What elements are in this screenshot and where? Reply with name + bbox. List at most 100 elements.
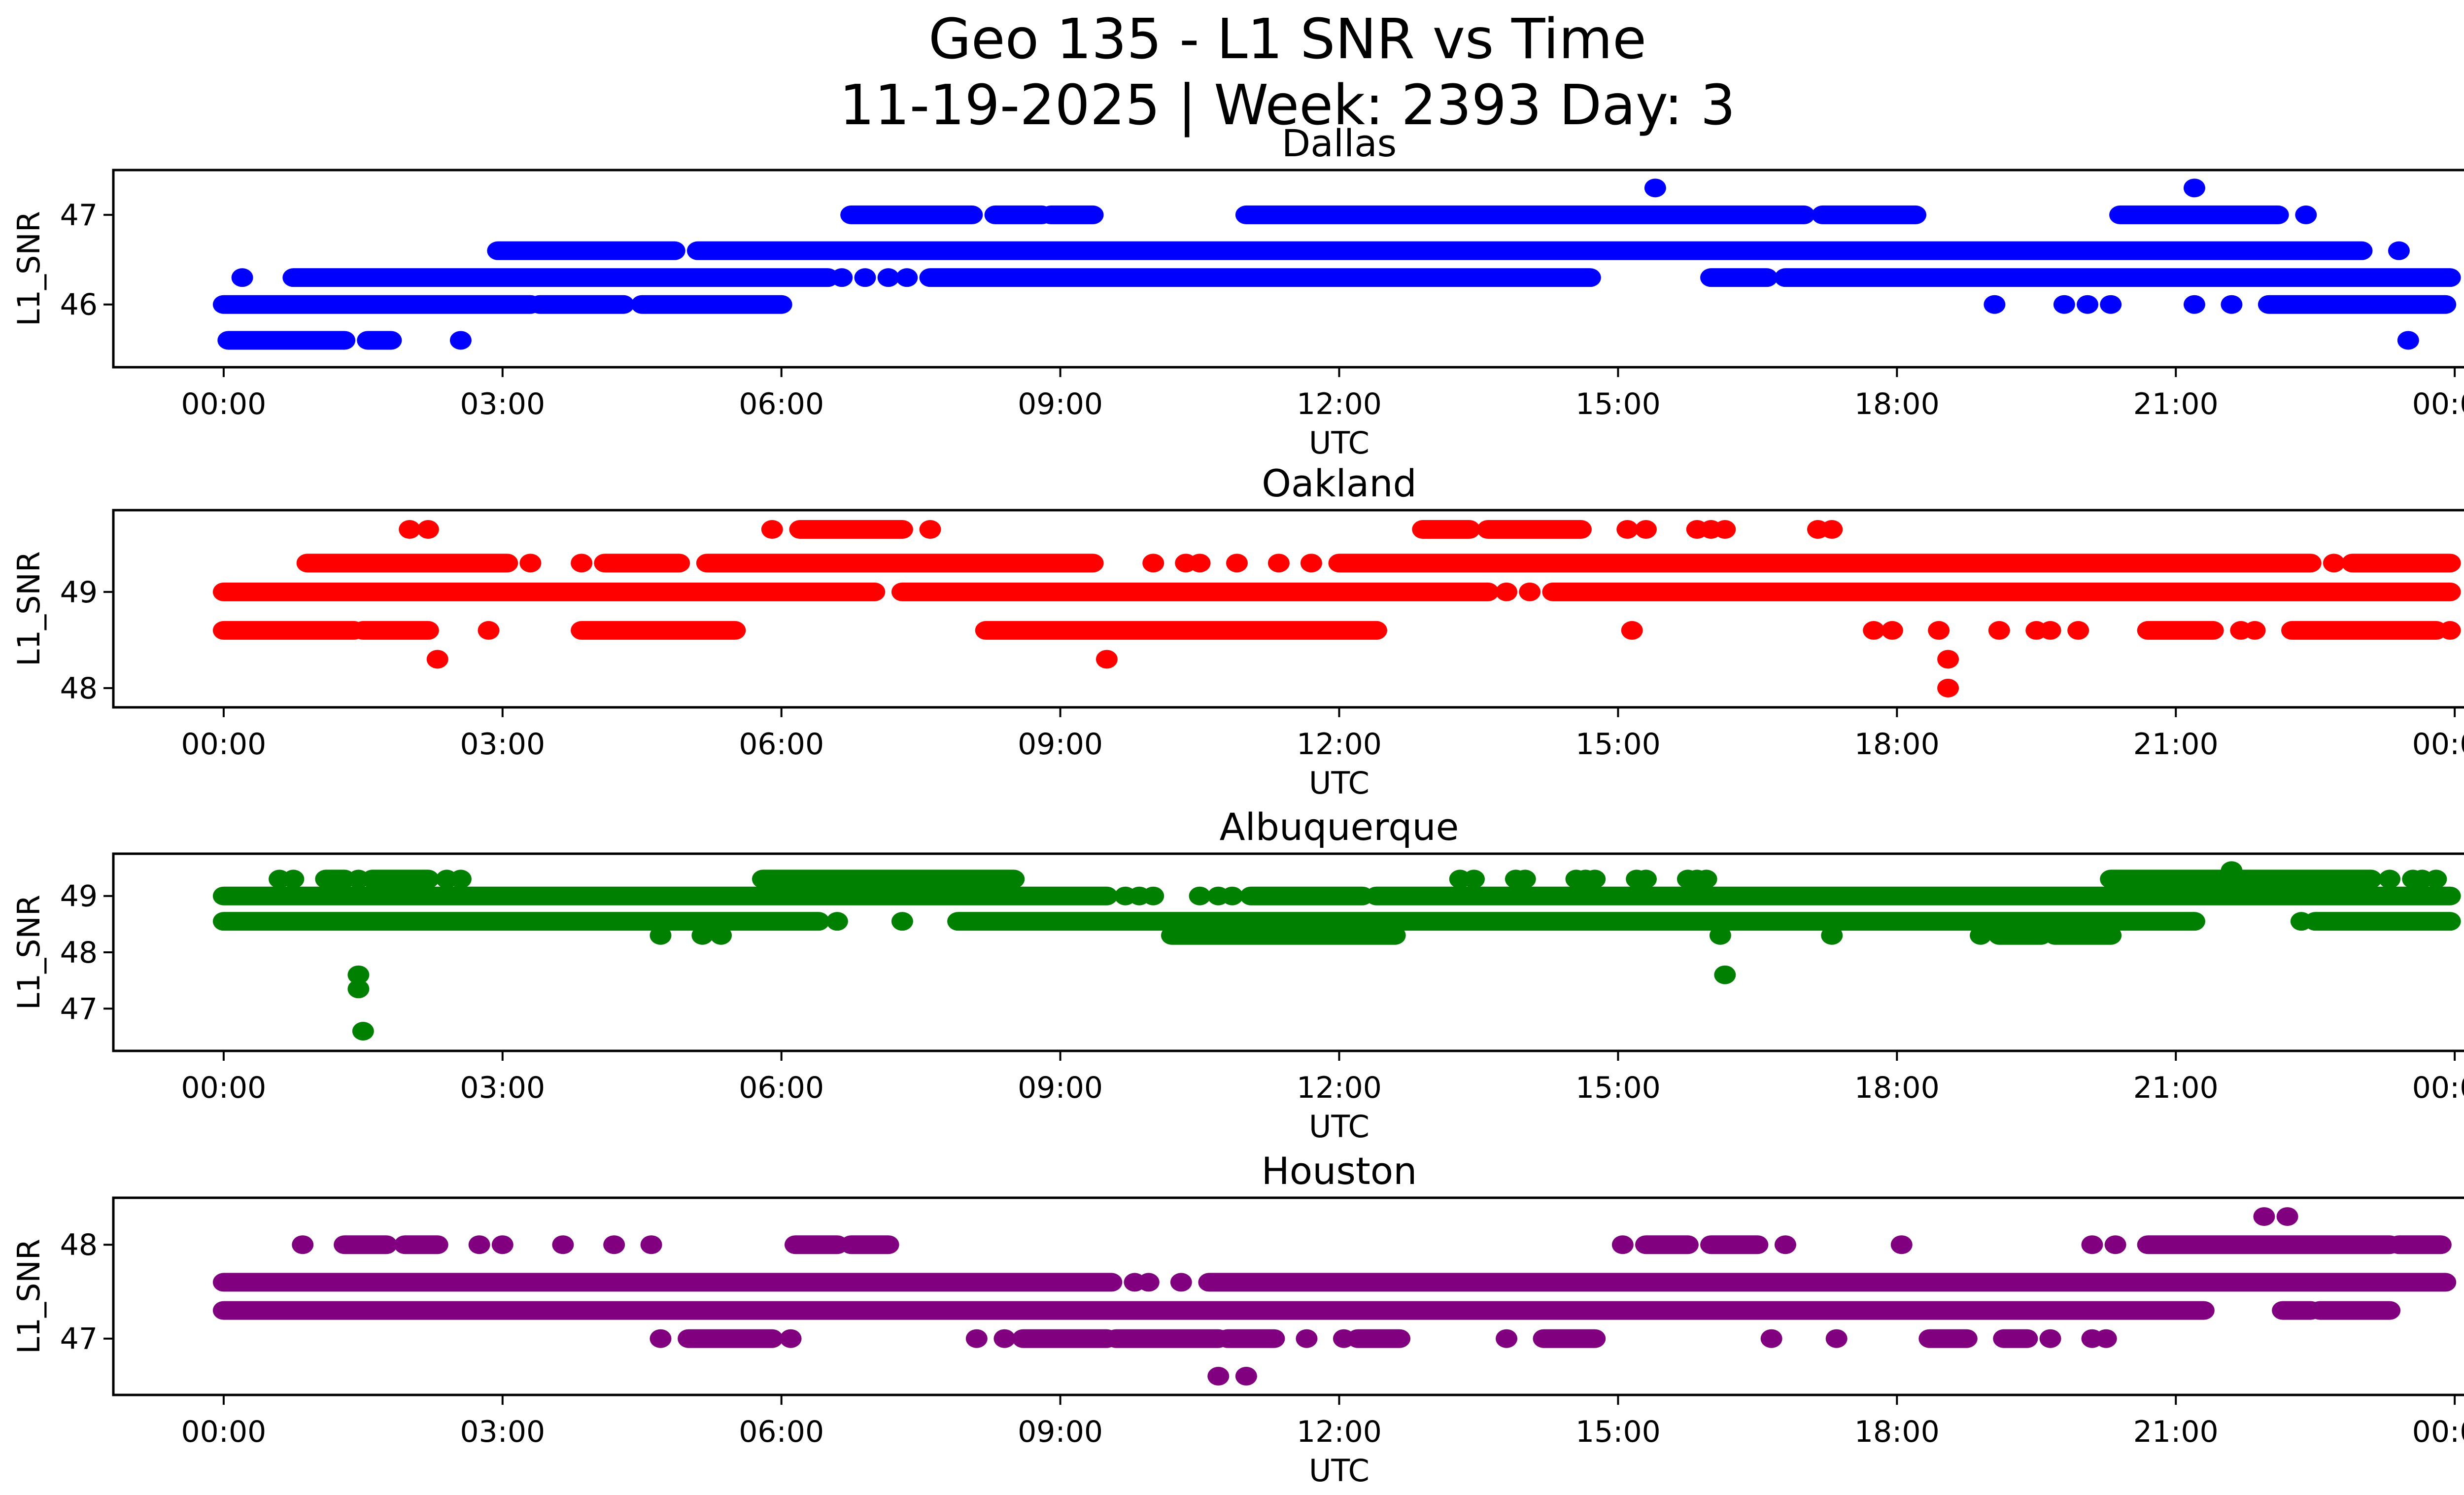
scatter-point (2379, 869, 2401, 889)
x-tick-label: 15:00 (1575, 1415, 1661, 1449)
scatter-point (1300, 554, 1322, 573)
scatter-band (2309, 1301, 2401, 1320)
y-axis-label-houston: L1_SNR (11, 1239, 47, 1354)
scatter-point (399, 520, 421, 539)
scatter-band (361, 869, 439, 889)
scatter-band (212, 886, 1118, 905)
x-tick-label: 21:00 (2133, 1071, 2219, 1105)
x-tick-label: 15:00 (1575, 387, 1661, 421)
scatter-point (1760, 1329, 1782, 1348)
subplot-dallas: Dallas 00:00 03:00 06:00 09:00 12:00 15:00 18:0… (11, 121, 2464, 461)
y-tick-label: 47 (60, 1322, 98, 1356)
x-tick-label: 00:00 (2412, 387, 2464, 421)
y-tick-label: 48 (60, 936, 98, 970)
scatter-point (1496, 1329, 1518, 1348)
scatter-band (1347, 1329, 1411, 1348)
y-tick-label: 49 (60, 575, 98, 610)
x-tick-label: 18:00 (1854, 387, 1940, 421)
scatter-point (2425, 869, 2447, 889)
scatter-band (1412, 520, 1480, 539)
scatter-band (1812, 205, 1927, 224)
scatter-band (1542, 582, 2461, 601)
scatter-point (571, 554, 593, 573)
x-tick-label: 00:00 (181, 1071, 266, 1105)
scatter-band (1240, 886, 1373, 905)
scatter-band (2137, 1235, 2401, 1254)
x-tick-label: 03:00 (460, 387, 545, 421)
scatter-band (296, 554, 518, 573)
scatter-band (1993, 1329, 2038, 1348)
scatter-point (282, 869, 305, 889)
x-tick-label: 06:00 (739, 387, 824, 421)
scatter-point (1709, 926, 1731, 945)
x-tick-label: 21:00 (2133, 1415, 2219, 1449)
scatter-point (831, 268, 853, 287)
scatter-band (696, 554, 1104, 573)
scatter-point (1635, 520, 1657, 539)
scatter-band (217, 331, 356, 350)
x-tick-label: 12:00 (1297, 1415, 1382, 1449)
scatter-band (282, 268, 839, 287)
subplot-albuquerque: Albuquerque 00:00 03:00 06:00 09:00 12:00 15:0… (11, 805, 2464, 1145)
scatter-point (1881, 621, 1903, 640)
scatter-band (1477, 520, 1592, 539)
scatter-point (347, 979, 370, 999)
oakland-axes-frame (112, 509, 2464, 709)
x-tick-label: 00:00 (181, 387, 266, 421)
y-tick-label: 47 (60, 992, 98, 1026)
scatter-band (678, 1329, 783, 1348)
scatter-band (2388, 1235, 2452, 1254)
scatter-point (1142, 886, 1164, 905)
y-tick-label: 49 (60, 879, 98, 914)
scatter-point (449, 331, 472, 350)
figure-title-line1: Geo 135 - L1 SNR vs Time (928, 7, 1646, 71)
scatter-point (710, 926, 732, 945)
scatter-point (1863, 621, 1885, 640)
x-tick-label: 00:00 (2412, 727, 2464, 762)
scatter-band (1365, 886, 2461, 905)
x-tick-label: 00:00 (2412, 1071, 2464, 1105)
oakland-scatter-series (212, 520, 2461, 697)
scatter-point (1611, 1235, 1634, 1254)
x-tick-label: 09:00 (1018, 1071, 1103, 1105)
scatter-point (1714, 965, 1736, 984)
scatter-point (854, 268, 876, 287)
scatter-point (1296, 1329, 1318, 1348)
scatter-point (1928, 621, 1950, 640)
scatter-point (1221, 886, 1243, 905)
x-tick-label: 12:00 (1297, 1071, 1382, 1105)
scatter-point (1821, 520, 1843, 539)
scatter-band (212, 295, 542, 314)
scatter-band (2304, 912, 2461, 931)
houston-scatter-series (212, 1207, 2457, 1386)
x-tick-label: 09:00 (1018, 1415, 1103, 1449)
scatter-band (212, 912, 830, 931)
scatter-point (552, 1235, 574, 1254)
x-tick-label: 03:00 (460, 1415, 545, 1449)
scatter-point (1189, 886, 1211, 905)
scatter-point (1621, 621, 1643, 640)
subplot-title-houston: Houston (1262, 1149, 1417, 1193)
scatter-point (1714, 520, 1736, 539)
scatter-band (1161, 926, 1406, 945)
x-tick-label: 09:00 (1018, 727, 1103, 762)
x-axis-label-houston: UTC (1309, 1453, 1369, 1489)
scatter-point (826, 912, 848, 931)
scatter-point (468, 1235, 490, 1254)
scatter-band (529, 295, 635, 314)
dallas-scatter-series (212, 178, 2461, 350)
scatter-point (640, 1235, 662, 1254)
scatter-point (1235, 1366, 1257, 1386)
scatter-band (2341, 554, 2461, 573)
scatter-band (1105, 1329, 1230, 1348)
scatter-point (347, 965, 370, 984)
x-tick-label: 21:00 (2133, 727, 2219, 762)
scatter-point (1463, 869, 1485, 889)
scatter-point (1514, 869, 1536, 889)
x-tick-label: 03:00 (460, 727, 545, 762)
scatter-point (2276, 1207, 2298, 1226)
scatter-band (1328, 554, 2322, 573)
scatter-band (334, 1235, 397, 1254)
scatter-band (840, 205, 983, 224)
